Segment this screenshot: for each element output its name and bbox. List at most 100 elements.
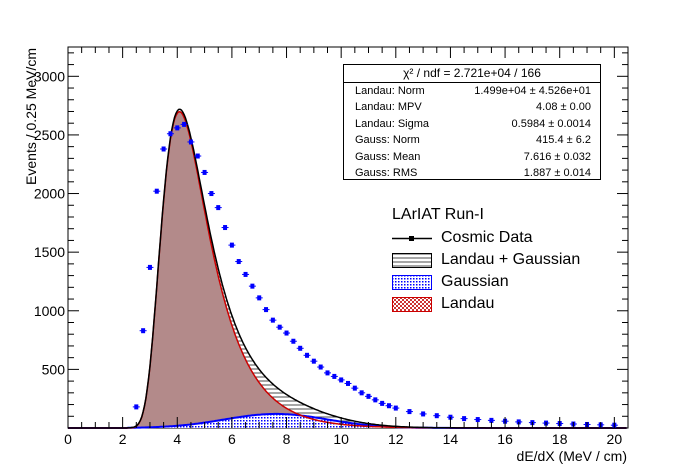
stats-row: Gauss: Norm 415.4 ± 6.2 <box>344 132 600 148</box>
data-point <box>147 264 152 270</box>
stats-row: Gauss: RMS 1.887 ± 0.014 <box>344 165 600 181</box>
stats-value: 1.499e+04 ± 4.526e+01 <box>474 85 591 97</box>
data-point <box>421 411 426 417</box>
data-point <box>346 380 350 386</box>
data-point <box>352 385 357 391</box>
x-tick-label: 12 <box>388 431 404 447</box>
data-point <box>161 146 166 152</box>
stats-key: Gauss: Norm <box>355 134 420 147</box>
stats-value: 415.4 ± 6.2 <box>536 134 591 147</box>
data-point <box>175 125 180 131</box>
y-axis-label: Events / 0.25 MeV/cm <box>23 48 39 185</box>
data-point <box>134 404 139 410</box>
data-point <box>223 225 228 231</box>
y-tick-label: 2000 <box>34 186 65 202</box>
x-tick-label: 0 <box>64 431 72 447</box>
data-point <box>264 307 269 313</box>
data-point <box>325 370 330 376</box>
data-point <box>141 328 146 334</box>
legend-label: Cosmic Data <box>441 229 533 246</box>
data-point <box>188 139 193 145</box>
data-point <box>154 188 159 194</box>
data-point <box>434 413 439 419</box>
data-point <box>462 416 467 422</box>
data-point <box>209 191 214 197</box>
stats-key: Landau: MPV <box>355 101 422 114</box>
data-point <box>243 271 248 277</box>
legend-item-landau-gaussian: Landau + Gaussian <box>392 250 622 270</box>
data-point <box>195 153 200 159</box>
data-point <box>407 409 412 415</box>
legend-label: Landau <box>441 295 495 312</box>
data-point <box>393 405 398 411</box>
x-tick-label: 6 <box>228 431 236 447</box>
legend-label: Gaussian <box>441 273 509 290</box>
landau-fill <box>68 111 628 429</box>
dotted-swatch-icon <box>392 275 432 290</box>
red-swatch-icon <box>392 297 432 312</box>
stats-value: 4.08 ± 0.00 <box>536 101 591 114</box>
x-tick-label: 4 <box>173 431 181 447</box>
data-point <box>516 419 521 425</box>
data-point <box>229 242 234 248</box>
x-axis-label: dE/dX (MeV / cm) <box>517 448 627 464</box>
data-point <box>386 403 391 409</box>
data-point <box>250 283 255 289</box>
x-tick-label: 10 <box>333 431 349 447</box>
x-tick-label: 8 <box>283 431 291 447</box>
data-point <box>216 205 221 211</box>
data-point <box>332 373 337 379</box>
legend-item-landau: Landau <box>392 294 622 314</box>
legend-title: LArIAT Run-I <box>392 206 484 223</box>
data-point <box>305 352 310 358</box>
data-point <box>311 358 316 364</box>
x-tick-label: 18 <box>552 431 568 447</box>
data-point <box>366 393 371 399</box>
stats-row: Landau: Sigma 0.5984 ± 0.0014 <box>344 116 600 132</box>
stats-value: 7.616 ± 0.032 <box>523 150 591 163</box>
data-point <box>270 317 275 323</box>
legend: LArIAT Run-I Cosmic Data Landau + Gaussi… <box>392 204 622 324</box>
stats-key: Gauss: Mean <box>355 150 421 163</box>
data-point <box>298 345 303 351</box>
data-point <box>318 364 323 370</box>
stats-key: Landau: Sigma <box>355 117 429 130</box>
stats-header: χ² / ndf = 2.721e+04 / 166 <box>344 65 600 83</box>
data-point <box>339 377 344 383</box>
y-tick-label: 1000 <box>34 303 65 319</box>
data-point <box>291 338 296 344</box>
x-tick-label: 16 <box>497 431 513 447</box>
x-tick-label: 14 <box>443 431 459 447</box>
stats-row: Landau: Norm 1.499e+04 ± 4.526e+01 <box>344 83 600 99</box>
hatched-swatch-icon <box>392 253 432 268</box>
legend-item-gaussian: Gaussian <box>392 272 622 292</box>
stats-key: Gauss: RMS <box>355 166 418 179</box>
legend-item-cosmic-data: Cosmic Data <box>392 228 622 248</box>
data-point <box>359 390 364 396</box>
data-point <box>277 324 282 330</box>
data-point <box>373 397 378 403</box>
stats-row: Landau: MPV 4.08 ± 0.00 <box>344 99 600 115</box>
y-tick-label: 3000 <box>34 68 65 84</box>
y-tick-label: 1500 <box>34 244 65 260</box>
x-tick-label: 2 <box>119 431 127 447</box>
stats-value: 1.887 ± 0.014 <box>523 166 591 179</box>
y-tick-label: 500 <box>42 361 66 377</box>
stats-key: Landau: Norm <box>355 85 425 97</box>
data-point <box>182 121 187 127</box>
marker-line-icon <box>392 236 432 241</box>
stats-value: 0.5984 ± 0.0014 <box>511 117 591 130</box>
data-point <box>168 131 173 137</box>
stats-row: Gauss: Mean 7.616 ± 0.032 <box>344 149 600 165</box>
x-tick-label: 20 <box>607 431 623 447</box>
data-point <box>489 417 494 423</box>
y-tick-label: 2500 <box>34 127 65 143</box>
fit-stats-box: χ² / ndf = 2.721e+04 / 166 Landau: Norm 1… <box>343 64 601 180</box>
data-point <box>284 330 289 336</box>
total-fit-line <box>68 108 627 429</box>
legend-label: Landau + Gaussian <box>441 251 581 268</box>
data-point <box>380 400 385 406</box>
data-point <box>202 169 207 175</box>
data-point <box>257 295 262 301</box>
data-point <box>475 417 480 423</box>
